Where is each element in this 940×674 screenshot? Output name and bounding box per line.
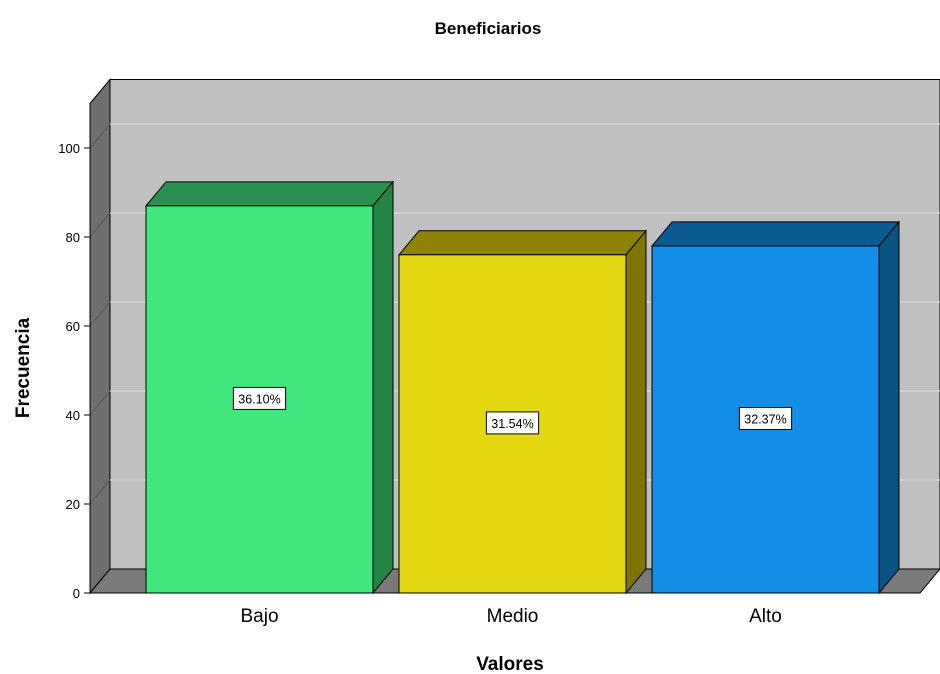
gridline-side xyxy=(89,212,111,238)
y-tick-label: 20 xyxy=(66,497,80,512)
y-axis: 0 20 40 60 80 100 xyxy=(58,103,91,601)
y-tick-label: 100 xyxy=(58,141,80,156)
x-tick-label: Alto xyxy=(749,606,782,627)
y-tick-label: 60 xyxy=(66,319,80,334)
y-tick-label: 40 xyxy=(66,408,80,423)
bars: 36.10% 31.54% 32.37% xyxy=(144,180,901,595)
y-tick-label: 0 xyxy=(73,586,80,601)
bar-side xyxy=(372,180,394,595)
gridline-side xyxy=(89,390,111,416)
bar-side xyxy=(625,229,647,595)
bar-top xyxy=(397,230,648,256)
bar-group: 32.37% xyxy=(650,220,901,595)
bar-group: 36.10% xyxy=(144,180,395,595)
x-tick-label: Medio xyxy=(487,606,539,627)
y-axis-title: Frecuencia xyxy=(13,317,34,418)
x-axis: Bajo Medio Alto xyxy=(240,606,781,627)
chart-title: Beneficiarios xyxy=(435,19,542,38)
x-tick-label: Bajo xyxy=(240,606,278,627)
bar-top xyxy=(650,221,901,247)
data-label-box xyxy=(232,386,287,410)
chart-side-wall xyxy=(89,78,111,595)
bar-group: 31.54% xyxy=(397,229,648,595)
x-axis-title: Valores xyxy=(476,654,544,674)
gridline-side xyxy=(89,123,111,149)
bar-top xyxy=(144,181,395,207)
y-tick-label: 80 xyxy=(66,230,80,245)
data-label-box xyxy=(738,406,793,430)
bar-side xyxy=(878,220,900,595)
data-label: 36.10% xyxy=(238,392,280,406)
gridline-side xyxy=(89,301,111,327)
data-label: 32.37% xyxy=(744,412,786,426)
data-label: 31.54% xyxy=(491,417,533,431)
gridline-side xyxy=(89,479,111,505)
data-label-box xyxy=(485,411,540,435)
